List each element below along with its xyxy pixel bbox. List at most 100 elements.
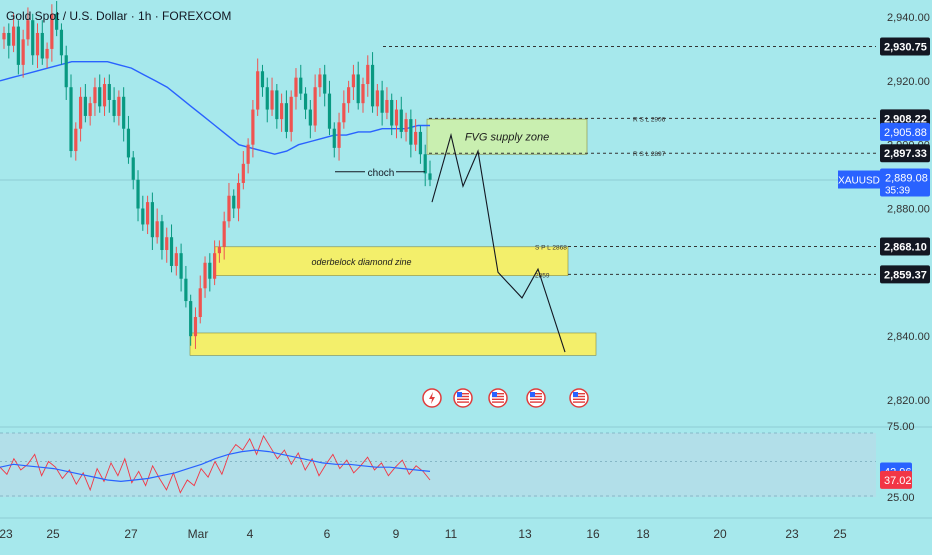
candle-body <box>11 26 16 46</box>
candle-body <box>88 103 92 116</box>
candle-body <box>337 122 341 148</box>
candle-body <box>64 55 68 88</box>
flag-stripe <box>457 398 469 400</box>
us-flag-icon <box>453 388 473 408</box>
flag-stripe <box>530 395 542 398</box>
time-tick: 27 <box>124 527 138 541</box>
symbol-tag-bg <box>838 170 880 189</box>
candle-body <box>361 84 365 104</box>
candle-body <box>174 253 178 266</box>
flag-stripe <box>573 398 585 400</box>
ma-line <box>0 61 430 155</box>
candle-body <box>423 154 427 174</box>
flag-stripe <box>492 398 504 400</box>
candle-body <box>294 77 298 97</box>
us-flag-icon <box>488 388 508 408</box>
candle-body <box>50 13 54 49</box>
zone-label-fvg: FVG supply zone <box>465 132 549 144</box>
candle-body <box>366 64 370 85</box>
candle-body <box>284 103 289 132</box>
candle-body <box>145 202 150 225</box>
candle-body <box>203 262 207 289</box>
flag-stripe <box>530 401 542 403</box>
candle-body <box>385 99 389 113</box>
candle-body <box>351 74 356 88</box>
candle-body <box>193 317 198 337</box>
symbol-tag: XAUUSD <box>838 176 880 187</box>
candle-body <box>136 179 140 209</box>
candle-body <box>260 71 265 88</box>
candle-body <box>241 163 245 183</box>
candle-body <box>399 109 403 132</box>
flag-canton <box>492 392 497 397</box>
candle-body <box>313 87 317 126</box>
price-label: 2,897.33 <box>884 148 927 160</box>
flash-glyph <box>429 392 435 404</box>
candle-body <box>409 119 413 145</box>
flag-stripe <box>530 393 542 395</box>
candle-body <box>160 221 164 250</box>
price-label: 2,908.22 <box>884 113 927 125</box>
price-label-bg <box>880 265 930 284</box>
candle-body <box>198 288 202 318</box>
candle-body <box>112 99 116 116</box>
flag-stripe <box>457 393 469 395</box>
rsi-line <box>0 434 431 494</box>
time-tick: 23 <box>785 527 799 541</box>
candle-body <box>246 144 250 164</box>
candle-body <box>45 48 49 59</box>
candle-body <box>332 128 336 148</box>
price-label-bg <box>880 122 930 141</box>
chart-title: Gold Spot / U.S. Dollar · 1h · FOREXCOM <box>6 9 232 23</box>
price-tick: 2,880.00 <box>887 204 930 216</box>
candle-body <box>165 237 169 250</box>
candle-body <box>169 237 174 266</box>
price-tick: 2,820.00 <box>887 395 930 407</box>
candle-body <box>189 301 193 337</box>
flag-stripe <box>492 401 504 403</box>
candle-body <box>98 87 102 107</box>
candle-body <box>21 39 25 65</box>
time-tick: 9 <box>393 527 400 541</box>
candle-body <box>347 87 351 104</box>
flag-canton <box>573 392 578 397</box>
candle-body <box>208 262 212 279</box>
time-tick: 16 <box>586 527 600 541</box>
price-tick: 2,920.00 <box>887 76 930 88</box>
candle-body <box>390 99 394 126</box>
price-label-bg <box>880 37 930 56</box>
candle-body <box>155 221 159 238</box>
zone-demand <box>189 332 597 356</box>
us-flag-icon <box>569 388 589 408</box>
candle-body <box>78 96 83 129</box>
flag-stripe <box>457 401 469 403</box>
candle-body <box>394 109 399 126</box>
candle-body <box>275 90 279 120</box>
candle-body <box>236 182 241 209</box>
candle-body <box>270 90 274 110</box>
flag-stripe <box>573 395 585 398</box>
candle-body <box>217 246 221 254</box>
candle-body <box>280 103 284 120</box>
candle-body <box>179 253 183 279</box>
candle-body <box>327 93 332 129</box>
price-label: 2,868.10 <box>884 241 927 253</box>
flag-stripe <box>530 398 542 400</box>
price-tick: 2,840.00 <box>887 331 930 343</box>
flag-stripe <box>573 393 585 395</box>
candle-body <box>107 84 111 100</box>
us-flag-icon <box>526 388 546 408</box>
candle-body <box>35 32 40 56</box>
candle-body <box>26 20 30 40</box>
time-tick: 25 <box>46 527 60 541</box>
projection-path <box>431 132 566 353</box>
flag-stripe <box>492 395 504 398</box>
time-tick: 6 <box>324 527 331 541</box>
candle-body <box>380 90 384 113</box>
candle-body <box>7 32 11 46</box>
price-label: 2,905.88 <box>884 127 927 139</box>
candle-body <box>59 29 64 56</box>
candle-body <box>16 26 20 65</box>
